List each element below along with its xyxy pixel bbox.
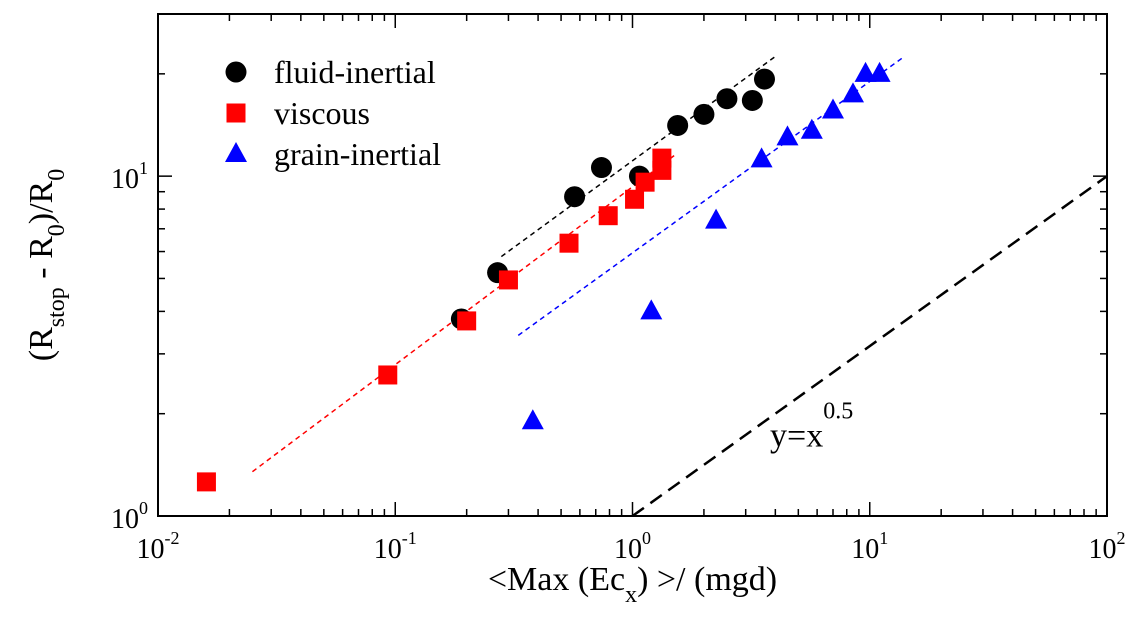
axis-labels: <Max (Ecx) >/ (mgd)(Rstop - R0)/R0 (23, 169, 777, 608)
reference-line (631, 175, 1108, 518)
reference-label-exponent: 0.5 (823, 399, 853, 425)
x-tick-label: 102 (1089, 528, 1126, 565)
point-grain-inertial (705, 208, 728, 229)
point-fluid-inertial (753, 68, 775, 90)
legend-marker-grain-inertial (225, 142, 247, 162)
legend-marker-fluid-inertial (225, 61, 247, 83)
point-fluid-inertial (667, 114, 689, 136)
point-grain-inertial (854, 61, 877, 82)
data-points (196, 61, 891, 492)
reference-label-base: y=x (770, 418, 823, 455)
x-tick-label: 10-1 (374, 528, 417, 565)
legend: fluid-inertial viscous grain-inertial (225, 54, 441, 172)
y-tick-base: 10 (111, 164, 139, 195)
x-tick-exponent: 2 (1117, 528, 1126, 548)
legend-marker-viscous (226, 103, 246, 123)
point-viscous (498, 270, 518, 290)
x-axis-label-tail: ) >/ (mgd) (637, 561, 777, 598)
y-tick-label: 101 (111, 158, 148, 195)
point-grain-inertial (750, 147, 773, 168)
x-tick-label: 101 (851, 528, 888, 565)
x-tick-exponent: -1 (402, 528, 417, 548)
fit-line-fluid-inertial (500, 55, 776, 258)
point-viscous (635, 172, 655, 192)
y-axis-label-sub: 0 (44, 224, 70, 236)
y-tick-exponent: 1 (139, 158, 148, 178)
x-tick-base: 10 (614, 534, 642, 565)
reference-line-group: y=x0.5 (631, 175, 1108, 518)
point-fluid-inertial (693, 103, 715, 125)
x-tick-exponent: 1 (879, 528, 888, 548)
x-tick-label: 100 (614, 528, 651, 565)
x-tick-exponent: 0 (642, 528, 651, 548)
point-viscous (378, 365, 398, 385)
y-tick-exponent: 0 (139, 498, 148, 518)
y-tick-label: 100 (111, 498, 148, 535)
axis-ticks (157, 13, 1107, 517)
y-axis-label-part: - R (23, 236, 60, 287)
point-fluid-inertial (716, 88, 738, 110)
y-axis-label-sub: stop (44, 287, 70, 327)
y-axis-label-sub: 0 (44, 169, 70, 181)
point-grain-inertial (821, 98, 844, 119)
point-fluid-inertial (741, 89, 763, 111)
point-viscous (196, 472, 216, 492)
point-grain-inertial (640, 299, 663, 320)
point-grain-inertial (776, 125, 799, 146)
x-tick-base: 10 (137, 534, 165, 565)
point-viscous (559, 233, 579, 253)
point-grain-inertial (800, 118, 823, 139)
x-tick-exponent: -2 (165, 528, 180, 548)
legend-label-viscous: viscous (274, 95, 370, 131)
y-axis-label-part: (R (23, 327, 60, 361)
point-grain-inertial (842, 82, 865, 103)
y-axis-label: (Rstop - R0)/R0 (23, 169, 70, 361)
point-grain-inertial (521, 409, 544, 430)
fit-line-grain-inertial (517, 55, 905, 336)
point-fluid-inertial (564, 186, 586, 208)
point-viscous (625, 189, 645, 209)
x-axis-label-sub: x (625, 582, 637, 608)
legend-label-fluid-inertial: fluid-inertial (274, 54, 436, 90)
point-viscous (598, 206, 618, 226)
legend-label-grain-inertial: grain-inertial (274, 136, 441, 172)
y-tick-base: 10 (111, 504, 139, 535)
x-tick-label: 10-2 (137, 528, 180, 565)
reference-line-label: y=x0.5 (770, 399, 853, 455)
x-axis-label-main: <Max (Ec (488, 561, 625, 598)
x-tick-base: 10 (1089, 534, 1117, 565)
x-axis-label: <Max (Ecx) >/ (mgd) (488, 561, 777, 608)
point-fluid-inertial (590, 157, 612, 179)
point-viscous (652, 148, 672, 168)
x-tick-base: 10 (374, 534, 402, 565)
point-viscous (457, 311, 477, 331)
y-axis-label-part: )/R (23, 180, 60, 224)
point-grain-inertial (868, 61, 891, 82)
x-tick-base: 10 (851, 534, 879, 565)
